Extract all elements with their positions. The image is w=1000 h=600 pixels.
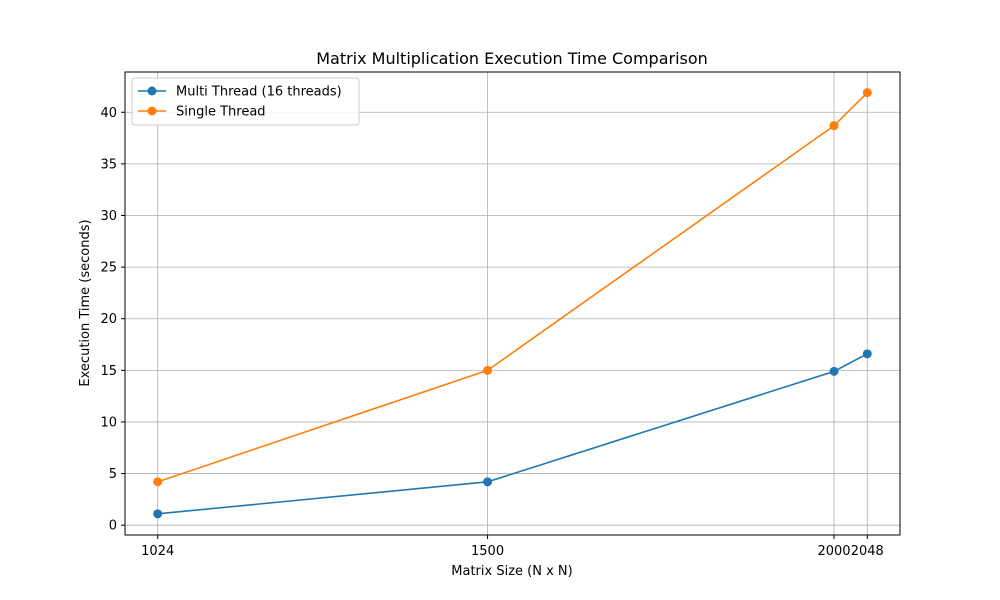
y-tick-label: 0: [109, 519, 117, 534]
y-tick-label: 15: [100, 364, 117, 379]
data-point: [153, 477, 163, 487]
x-axis-label: Matrix Size (N x N): [451, 564, 572, 579]
y-axis-ticks: 0 5 10 15 20 25 30 35 40: [100, 106, 125, 534]
y-tick-label: 40: [100, 106, 117, 121]
legend-box: [131, 77, 360, 126]
x-tick-label: 2048: [851, 544, 884, 559]
data-point: [862, 349, 872, 359]
y-axis-label: Execution Time (seconds): [78, 219, 93, 386]
chart-title: Matrix Multiplication Execution Time Com…: [316, 49, 708, 68]
axes-frame: [124, 71, 901, 536]
data-point: [829, 121, 839, 131]
data-point: [862, 88, 872, 98]
grid-lines: [125, 72, 900, 535]
y-tick-label: 25: [100, 261, 117, 276]
y-tick-label: 5: [109, 467, 117, 482]
y-tick-label: 20: [100, 312, 117, 327]
y-tick-label: 30: [100, 209, 117, 224]
x-tick-label: 1500: [471, 544, 504, 559]
x-axis-ticks: 1024 1500 2000 2048: [141, 535, 884, 559]
legend: Multi Thread (16 threads) Single Thread: [131, 77, 360, 126]
legend-marker-1: [147, 106, 157, 116]
legend-label-1: Single Thread: [176, 105, 266, 120]
data-point: [483, 477, 493, 487]
data-point: [153, 509, 163, 519]
data-point: [829, 366, 839, 376]
legend-label-0: Multi Thread (16 threads): [176, 85, 342, 100]
data-point: [483, 365, 493, 375]
series-line-1: [157, 92, 868, 483]
legend-marker-0: [147, 86, 157, 96]
series-layer: [153, 88, 872, 519]
x-tick-label: 1024: [141, 544, 174, 559]
series-line-0: [157, 353, 868, 515]
y-tick-label: 35: [100, 157, 117, 172]
y-tick-label: 10: [100, 415, 117, 430]
x-tick-label: 2000: [817, 544, 850, 559]
